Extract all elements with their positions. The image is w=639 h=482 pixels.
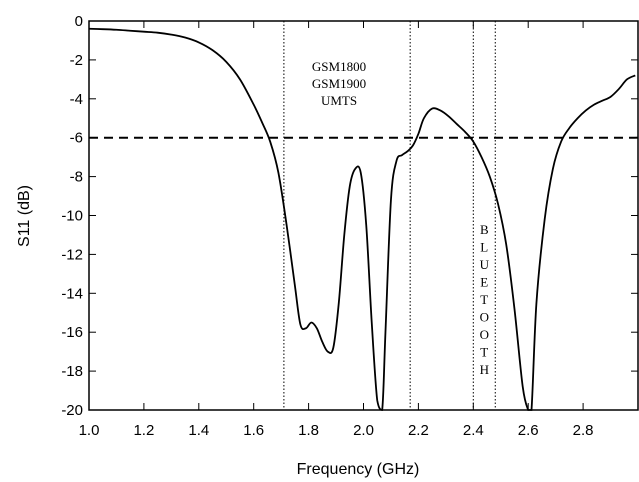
annot-gsm1900: GSM1900 [312, 76, 366, 91]
x-tick-label: 1.6 [243, 422, 264, 439]
y-tick-label: -18 [61, 363, 83, 380]
y-tick-label: -20 [61, 402, 83, 419]
bluetooth-letter: U [480, 257, 490, 272]
s11-curve [88, 27, 636, 411]
y-tick-label: -10 [61, 208, 83, 225]
x-tick-label: 1.8 [298, 422, 319, 439]
bluetooth-letter: T [480, 292, 488, 307]
y-tick-label: -8 [70, 169, 83, 186]
y-tick-label: -14 [61, 285, 83, 302]
x-tick-label: 2.4 [463, 422, 484, 439]
bluetooth-letter: O [480, 327, 489, 342]
annot-gsm1800: GSM1800 [312, 59, 366, 74]
x-tick-label: 2.8 [573, 422, 594, 439]
y-axis-ticks: 0 -2 -4 -6 -8 -10 -12 -14 -16 -18 -20 [61, 13, 638, 419]
y-tick-label: -12 [61, 246, 83, 263]
bluetooth-letter: E [480, 275, 488, 290]
bluetooth-letter: H [480, 362, 489, 377]
x-tick-label: 2.2 [408, 422, 429, 439]
x-tick-label: 2.6 [518, 422, 539, 439]
y-tick-label: -2 [70, 52, 83, 69]
y-tick-label: -6 [70, 130, 83, 147]
bluetooth-letter: T [480, 345, 488, 360]
x-axis-title: Frequency (GHz) [297, 461, 420, 478]
x-tick-label: 1.2 [133, 422, 154, 439]
bluetooth-letter: B [480, 222, 489, 237]
x-tick-label: 2.0 [353, 422, 374, 439]
y-tick-label: -16 [61, 324, 83, 341]
bluetooth-letter: L [480, 240, 488, 255]
y-tick-label: -4 [70, 91, 83, 108]
x-axis-ticks: 1.0 1.2 1.4 1.6 1.8 2.0 2.2 2.4 2.6 2.8 [79, 21, 594, 439]
y-tick-label: 0 [75, 13, 83, 30]
x-tick-label: 1.0 [79, 422, 100, 439]
x-tick-label: 1.4 [188, 422, 209, 439]
plot-frame [88, 20, 639, 411]
upper-band-annotation: GSM1800 GSM1900 UMTS [312, 59, 366, 108]
bluetooth-letter: O [480, 310, 489, 325]
annot-umts: UMTS [321, 93, 357, 108]
y-axis-title: S11 (dB) [16, 185, 33, 247]
